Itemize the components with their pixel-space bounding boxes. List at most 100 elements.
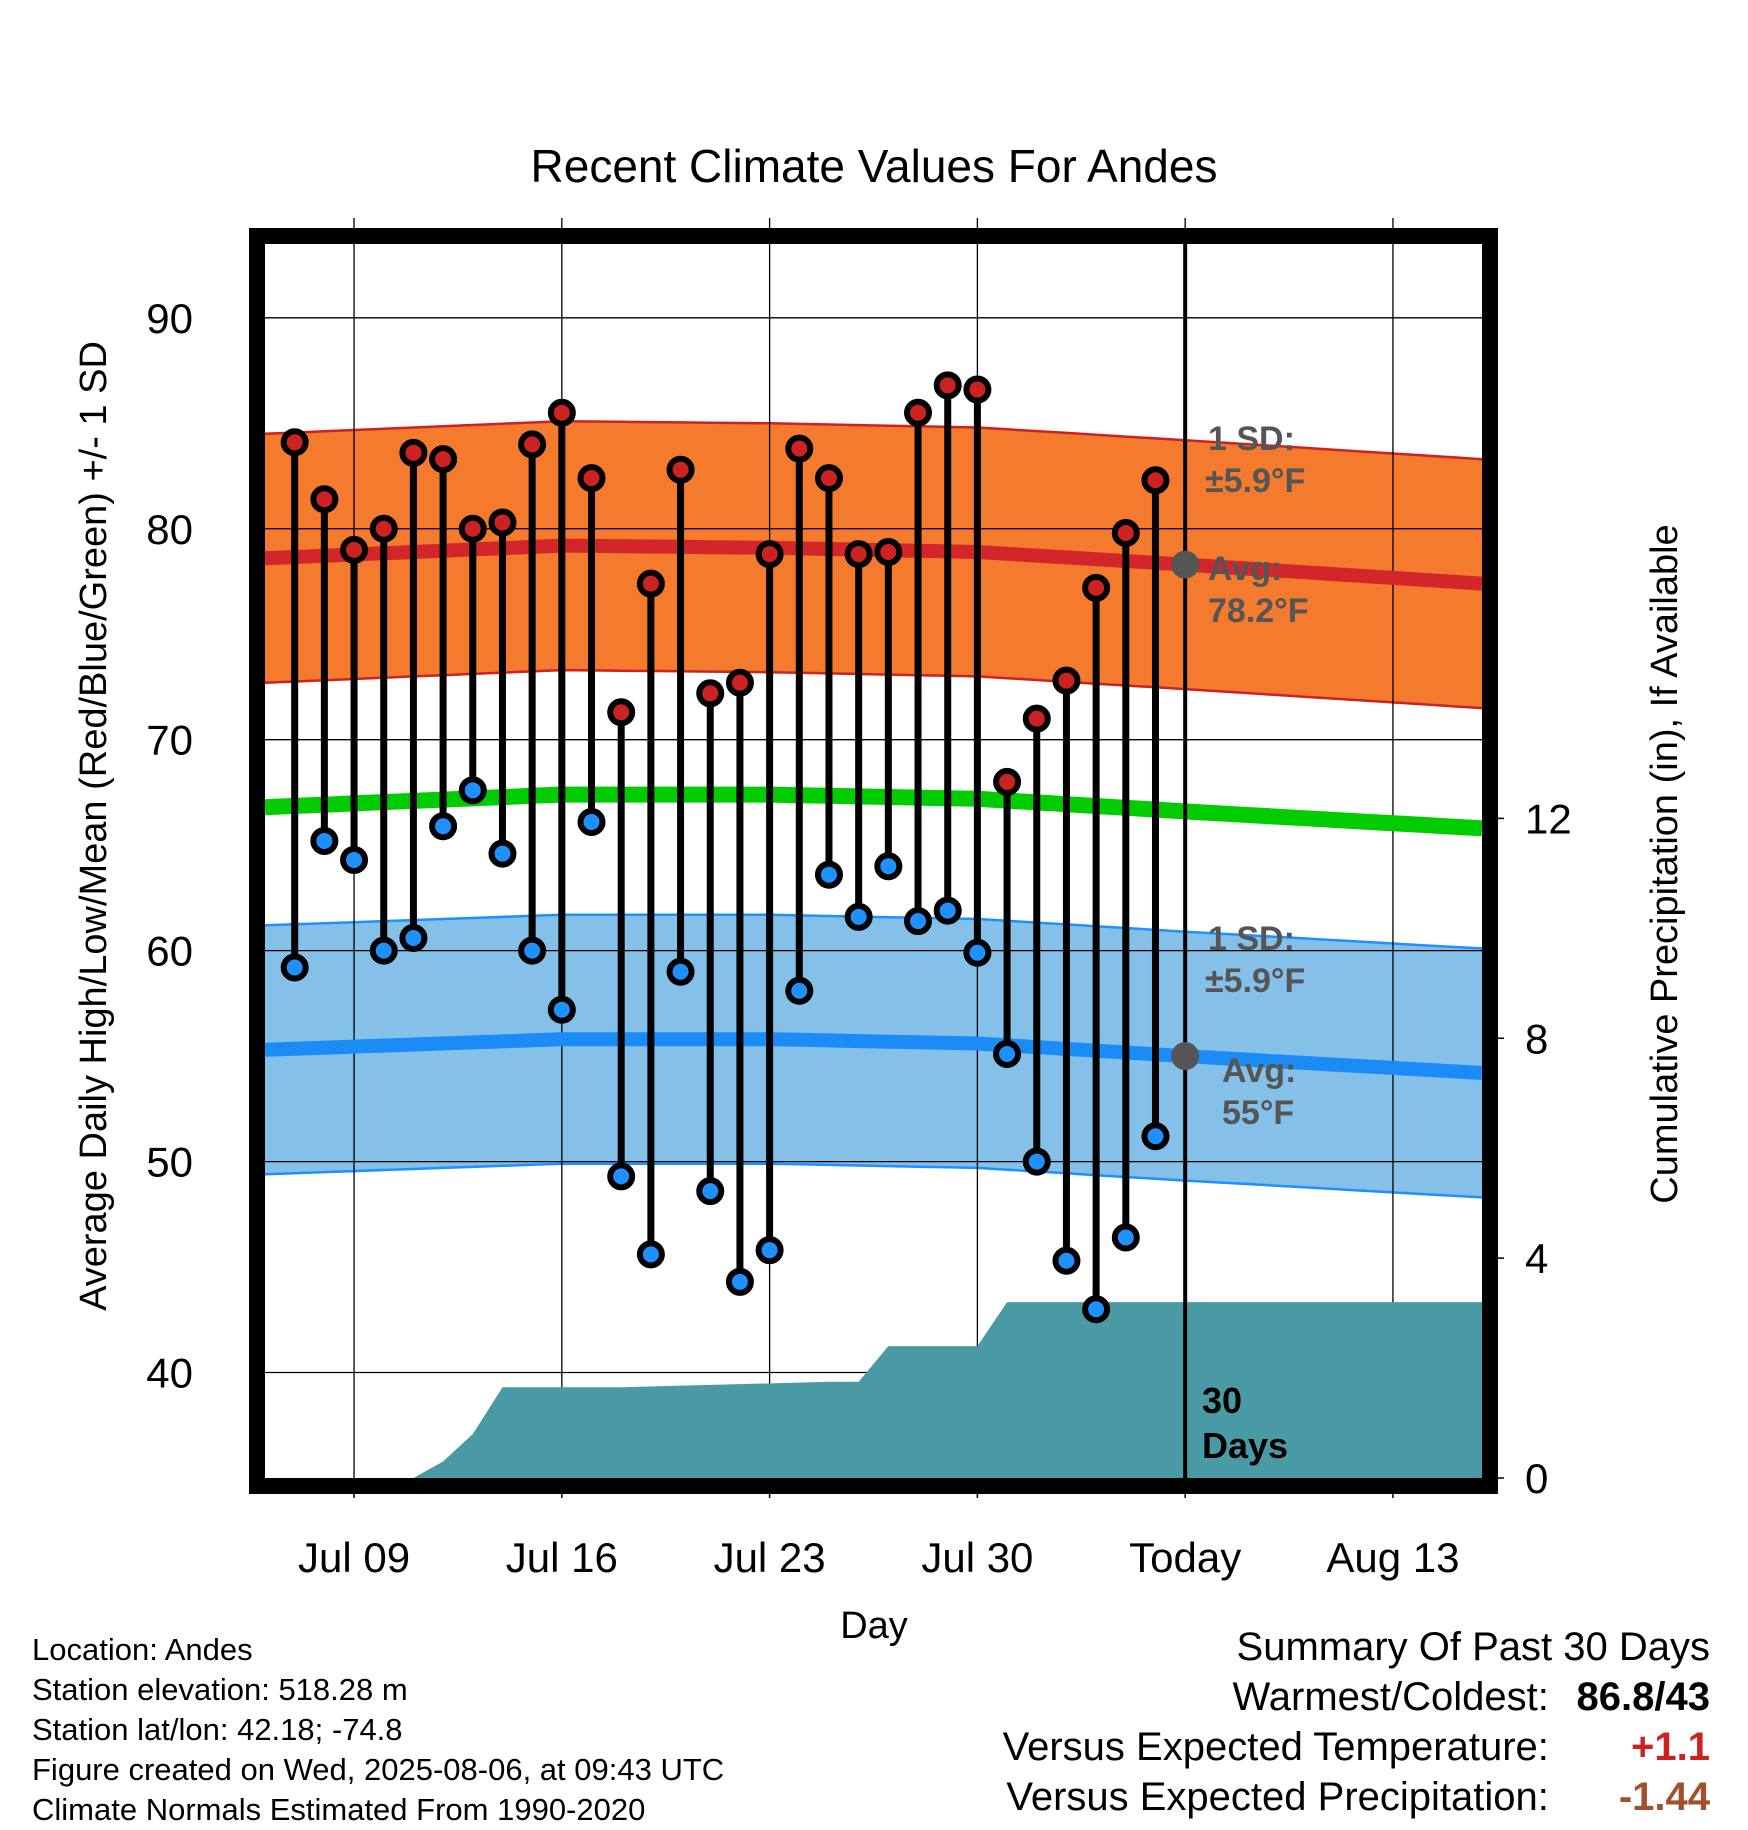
high-band-sd-label: ±5.9°F — [1205, 462, 1305, 500]
grid-lines — [265, 218, 1482, 1478]
low-avg-label: Avg: — [1222, 1052, 1296, 1090]
daily-low-point — [755, 1236, 784, 1265]
daily-high-point — [488, 508, 517, 537]
daily-low-point — [547, 995, 576, 1024]
daily-high-point — [1141, 466, 1170, 495]
daily-high-point — [725, 668, 754, 697]
daily-high-point — [636, 569, 665, 598]
daily-high-point — [933, 371, 962, 400]
daily-high-point — [1052, 666, 1081, 695]
daily-low-point — [1022, 1147, 1051, 1176]
daily-high-point — [844, 540, 873, 569]
x-tick-label: Jul 09 — [298, 1534, 410, 1581]
high-band-label: 1 SD: — [1208, 420, 1295, 458]
daily-high-point — [874, 537, 903, 566]
x-axis-label: Day — [840, 1605, 908, 1647]
daily-low-point — [844, 902, 873, 931]
elevation-text: Station elevation: 518.28 m — [32, 1672, 408, 1707]
daily-low-point — [280, 953, 309, 982]
precip-vs-expected-label: Versus Expected Precipitation: — [1006, 1775, 1549, 1819]
x-tick-label: Jul 16 — [506, 1534, 618, 1581]
daily-low-point — [933, 896, 962, 925]
high-band-upper-edge — [264, 419, 1483, 461]
y-axis-label: Average Daily High/Low/Mean (Red/Blue/Gr… — [73, 341, 115, 1311]
daily-low-point — [399, 923, 428, 952]
y-tick-label: 80 — [146, 506, 193, 553]
y2-tick-label: 8 — [1525, 1015, 1548, 1062]
temp-vs-expected-label: Versus Expected Temperature: — [1002, 1725, 1549, 1769]
precip-area — [324, 1302, 1482, 1478]
normal-high-line — [264, 538, 1483, 591]
daily-low-point — [696, 1177, 725, 1206]
daily-high-point — [963, 375, 992, 404]
latlon-text: Station lat/lon: 42.18; -74.8 — [32, 1712, 403, 1747]
normals-text: Climate Normals Estimated From 1990-2020 — [32, 1792, 646, 1827]
daily-high-point — [369, 514, 398, 543]
days-text-label: Days — [1202, 1425, 1288, 1466]
summary-precip-row: Versus Expected Precipitation: -1.44 — [1003, 1772, 1710, 1822]
summary-warmest-row: Warmest/Coldest: 86.8/43 — [1003, 1672, 1711, 1722]
y2-tick-label: 0 — [1525, 1455, 1548, 1502]
high-band-lower-edge — [264, 668, 1483, 710]
normal-low-line — [264, 1032, 1483, 1080]
daily-high-point — [607, 698, 636, 727]
daily-low-point — [725, 1267, 754, 1296]
daily-low-point — [993, 1040, 1022, 1069]
x-tick-label: Aug 13 — [1326, 1534, 1459, 1581]
daily-high-point — [755, 540, 784, 569]
daily-high-point — [1111, 518, 1140, 547]
daily-high-point — [429, 445, 458, 474]
warmest-coldest-label: Warmest/Coldest: — [1232, 1675, 1549, 1719]
location-text: Location: Andes — [32, 1632, 253, 1667]
temp-vs-expected-value: +1.1 — [1631, 1725, 1710, 1769]
normal-bands — [264, 419, 1483, 1199]
y-tick-label: 60 — [146, 928, 193, 975]
tick-labels: 40 50 60 70 80 90 0 4 8 12 Jul 09 Jul 16 Jul 23 Jul 3… — [146, 295, 1571, 1581]
daily-low-point — [340, 845, 369, 874]
daily-high-point — [1082, 573, 1111, 602]
days-count-label: 30 — [1202, 1380, 1242, 1421]
summary-heading: Summary Of Past 30 Days — [1236, 1625, 1710, 1669]
daily-low-point — [310, 826, 339, 855]
x-tick-label: Today — [1129, 1534, 1241, 1581]
daily-high-point — [340, 535, 369, 564]
high-sd-band — [265, 421, 1482, 709]
precip-vs-expected-value: -1.44 — [1618, 1775, 1710, 1819]
daily-low-point — [1052, 1246, 1081, 1275]
y-tick-label: 90 — [146, 295, 193, 342]
warmest-coldest-value: 86.8/43 — [1576, 1675, 1710, 1719]
today-marker — [1171, 244, 1200, 1478]
low-band-label: 1 SD: — [1208, 920, 1295, 958]
daily-high-point — [1022, 704, 1051, 733]
daily-range-stems — [291, 385, 1159, 1310]
daily-high-point — [577, 464, 606, 493]
low-band-sd-label: ±5.9°F — [1205, 962, 1305, 1000]
daily-high-point — [814, 464, 843, 493]
x-tick-label: Jul 23 — [714, 1534, 826, 1581]
x-tick-label: Jul 30 — [921, 1534, 1033, 1581]
y2-tick-label: 12 — [1525, 795, 1572, 842]
high-avg-value: 78.2°F — [1208, 592, 1309, 630]
daily-low-point — [874, 852, 903, 881]
low-sd-band — [265, 914, 1482, 1198]
today-low-avg-marker — [1171, 1042, 1200, 1071]
today-high-avg-marker — [1171, 550, 1200, 579]
chart-title: Recent Climate Values For Andes — [531, 140, 1218, 192]
y-tick-label: 40 — [146, 1350, 193, 1397]
daily-low-point — [904, 907, 933, 936]
y-tick-label: 70 — [146, 717, 193, 764]
daily-high-point — [904, 398, 933, 427]
daily-high-point — [993, 767, 1022, 796]
daily-high-point — [518, 430, 547, 459]
daily-high-point — [310, 485, 339, 514]
daily-low-point — [369, 936, 398, 965]
cumulative-precip-area — [324, 1302, 1482, 1478]
daily-low-point — [607, 1162, 636, 1191]
daily-high-point — [458, 514, 487, 543]
summary-panel: Summary Of Past 30 Days Warmest/Coldest:… — [1003, 1622, 1710, 1822]
daily-low-point — [963, 938, 992, 967]
created-text: Figure created on Wed, 2025-08-06, at 09… — [32, 1752, 725, 1787]
daily-low-point — [785, 976, 814, 1005]
daily-low-point — [1082, 1295, 1111, 1324]
